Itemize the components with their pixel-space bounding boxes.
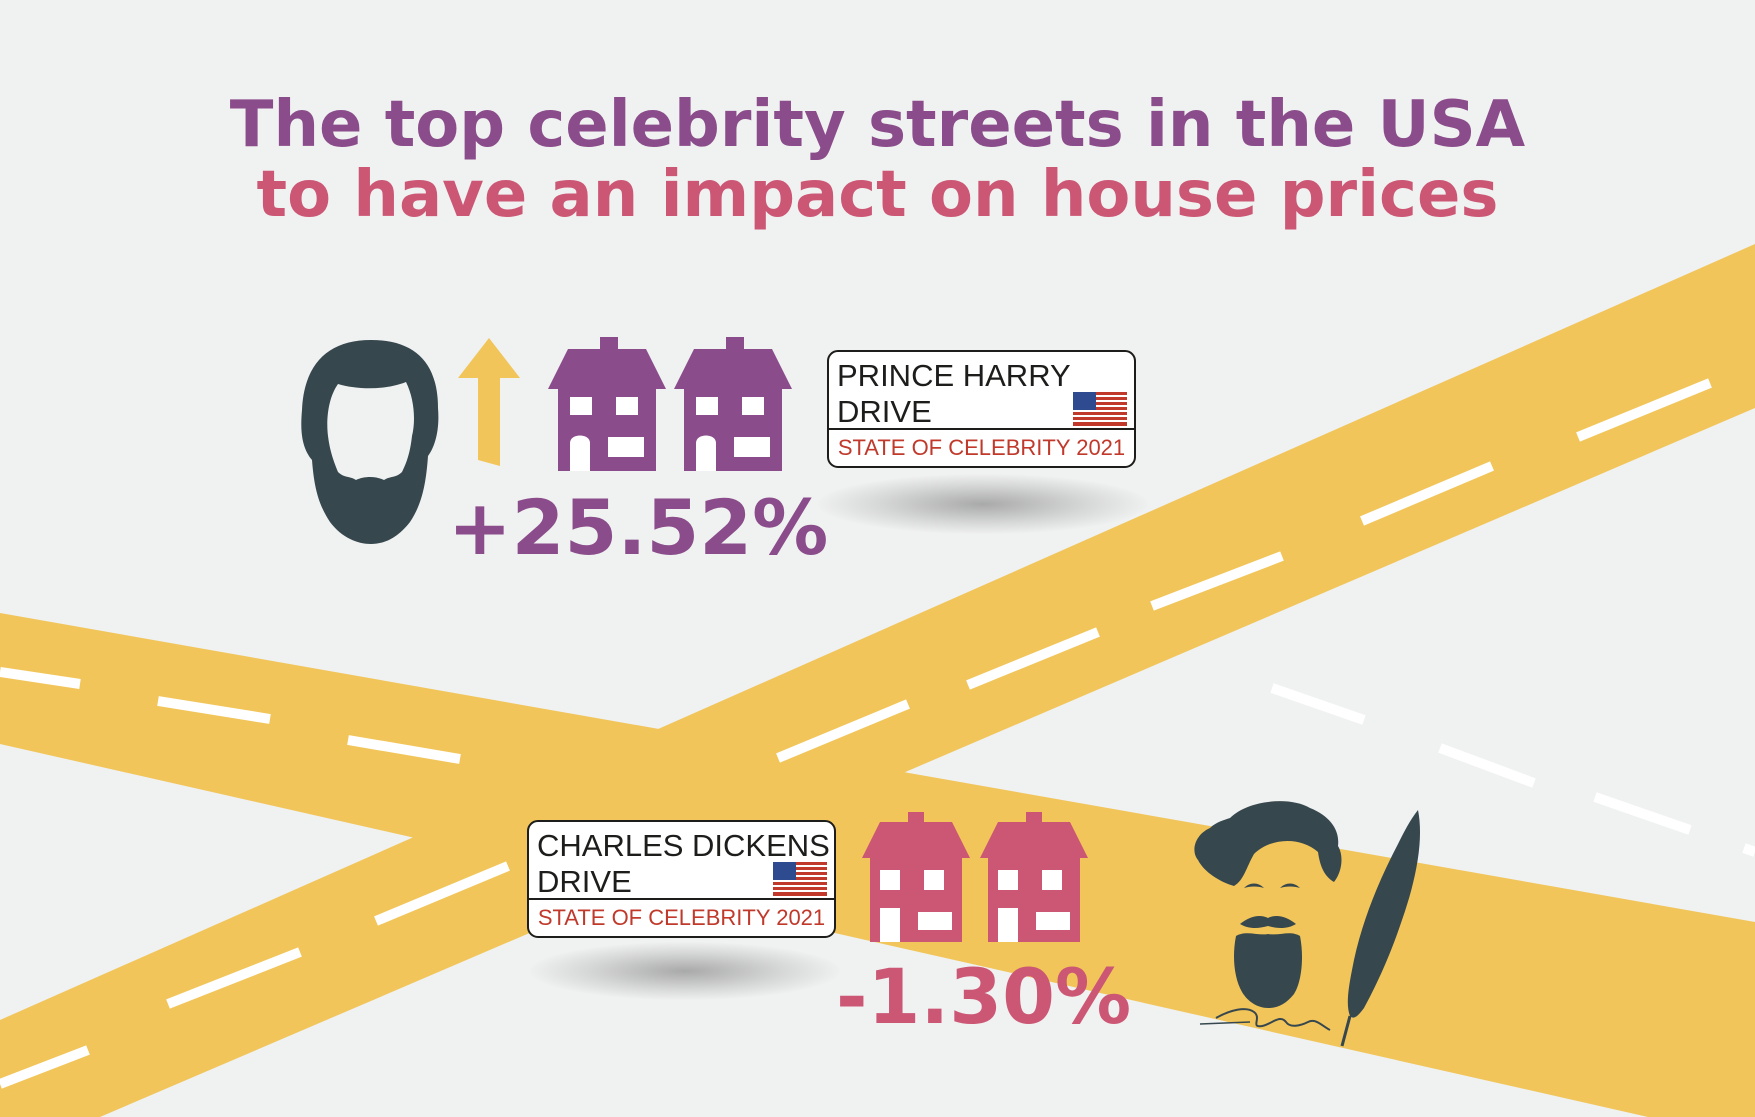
road-b-markings [0,378,1712,1089]
quill-pen-icon [1340,810,1421,1047]
house-icon [674,337,792,471]
arrow-down-icon [1108,822,1186,950]
street-sign-subtitle: STATE OF CELEBRITY 2021 [829,428,1134,466]
price-change-prince-harry: +25.52% [448,483,829,572]
street-sign-prince-harry: PRINCE HARRY DRIVE STATE OF CELEBRITY 20… [827,350,1136,468]
charles-dickens-portrait-icon [1194,801,1342,1031]
title-line-2: to have an impact on house prices [256,158,1499,232]
sign-shadow [818,474,1148,534]
arrow-up-icon [458,338,520,466]
house-icon [980,812,1088,942]
sign-shadow [530,942,840,1000]
house-icon [548,337,666,471]
usa-flag-icon [1073,392,1127,426]
signature-scribble [1215,1008,1331,1031]
bearded-man-silhouette-icon [301,340,439,544]
title-line-1: The top celebrity streets in the USA [229,88,1526,162]
house-icon [862,812,970,942]
street-sign-subtitle: STATE OF CELEBRITY 2021 [529,898,834,936]
street-sign-charles-dickens: CHARLES DICKENS DRIVE STATE OF CELEBRITY… [527,820,836,938]
road-a-markings [0,667,1755,857]
street-sign-name: PRINCE HARRY DRIVE [837,358,1071,429]
price-change-charles-dickens: -1.30% [836,952,1132,1041]
street-sign-name: CHARLES DICKENS DRIVE [537,828,830,899]
usa-flag-icon [773,862,827,896]
